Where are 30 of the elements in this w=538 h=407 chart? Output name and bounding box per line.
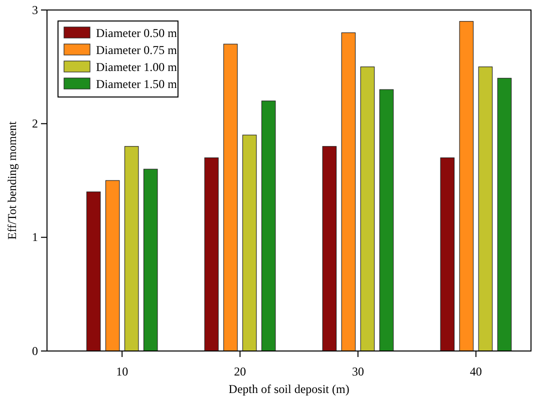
bar xyxy=(261,100,276,352)
y-tick-label: 3 xyxy=(32,2,38,17)
bar xyxy=(322,146,337,352)
y-tick-label: 1 xyxy=(32,230,38,244)
bar xyxy=(105,180,120,352)
y-tick-label: 2 xyxy=(32,116,38,131)
x-tick-label: 40 xyxy=(470,364,482,379)
legend-label: Diameter 1.50 m xyxy=(96,77,178,91)
x-tick-label: 20 xyxy=(234,364,246,379)
y-tick-label: 0 xyxy=(32,344,38,358)
bar xyxy=(223,44,238,352)
legend-label: Diameter 0.50 m xyxy=(96,26,178,40)
bar xyxy=(86,192,101,352)
legend-label: Diameter 1.00 m xyxy=(96,60,178,74)
bar xyxy=(242,134,257,352)
bar xyxy=(379,89,394,352)
x-tick-label: 10 xyxy=(116,364,128,379)
x-tick-label: 30 xyxy=(352,364,364,379)
bar xyxy=(360,66,375,352)
bar xyxy=(143,168,158,352)
bar xyxy=(497,78,512,352)
y-axis-title: Eff/Tot bending moment xyxy=(5,120,19,240)
bar xyxy=(124,146,139,352)
bar xyxy=(341,32,356,352)
bar xyxy=(204,157,219,352)
x-axis-title: Depth of soil deposit (m) xyxy=(228,382,350,396)
legend-label: Diameter 0.75 m xyxy=(96,43,178,57)
bar xyxy=(478,66,493,352)
bar xyxy=(440,157,455,352)
bar xyxy=(459,21,474,352)
